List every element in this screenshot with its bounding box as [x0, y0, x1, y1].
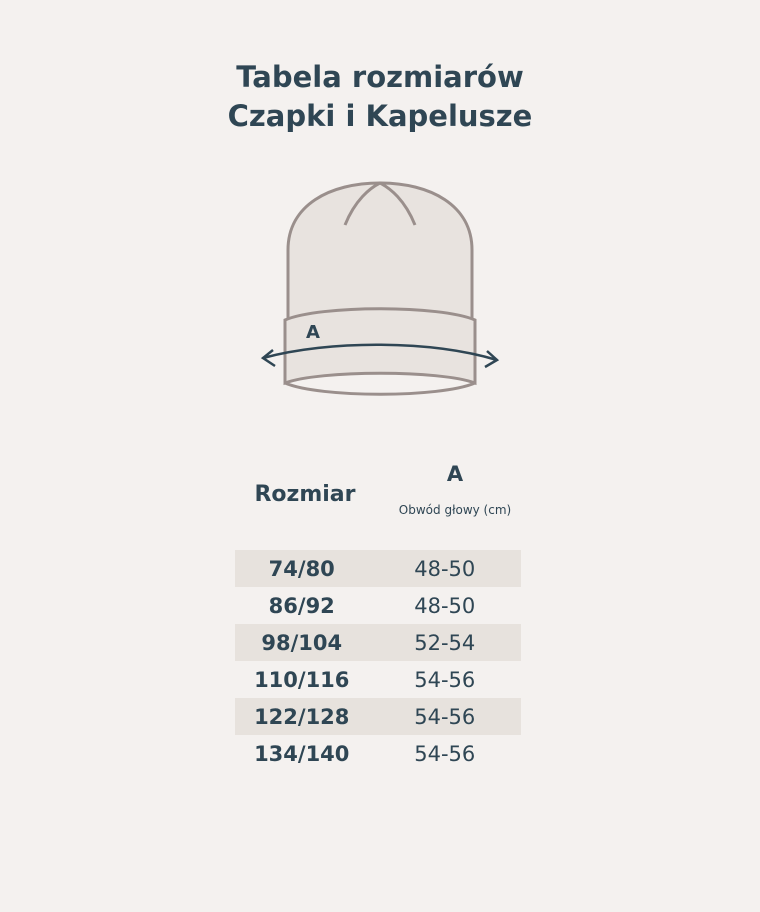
- table-row: 122/128 54-56: [235, 698, 521, 735]
- arrow-right-icon: [484, 350, 500, 369]
- size-cell: 122/128: [254, 704, 350, 729]
- measure-label: A: [306, 322, 320, 343]
- a-cell: 52-54: [414, 630, 476, 655]
- header-a-description: Obwód głowy (cm): [398, 503, 512, 517]
- a-cell: 48-50: [414, 556, 476, 581]
- size-cell: 110/116: [254, 667, 350, 692]
- hat-illustration: A: [260, 181, 500, 396]
- table-row: 98/104 52-54: [235, 624, 521, 661]
- a-cell: 54-56: [414, 704, 476, 729]
- hat-seam: [343, 181, 417, 226]
- size-cell: 86/92: [268, 593, 335, 618]
- table-row: 86/92 48-50: [235, 587, 521, 624]
- table-row: 74/80 48-50: [235, 550, 521, 587]
- a-cell: 48-50: [414, 593, 476, 618]
- a-cell: 54-56: [414, 667, 476, 692]
- arrow-left-icon: [260, 349, 276, 368]
- page-subtitle: Czapki i Kapelusze: [227, 99, 533, 133]
- measure-arrow: [262, 343, 498, 362]
- table-row: 134/140 54-56: [235, 735, 521, 772]
- page-title: Tabela rozmiarów: [236, 60, 524, 94]
- a-cell: 54-56: [414, 741, 476, 766]
- table-row: 110/116 54-56: [235, 661, 521, 698]
- size-table: 74/80 48-50 86/92 48-50 98/104 52-54 110/11…: [235, 550, 521, 772]
- size-cell: 134/140: [254, 741, 350, 766]
- size-cell: 98/104: [261, 630, 343, 655]
- hat-crown: [286, 181, 474, 322]
- header-a: A: [446, 462, 464, 486]
- header-size: Rozmiar: [254, 482, 356, 507]
- hat-opening: [284, 381, 476, 396]
- size-cell: 74/80: [268, 556, 335, 581]
